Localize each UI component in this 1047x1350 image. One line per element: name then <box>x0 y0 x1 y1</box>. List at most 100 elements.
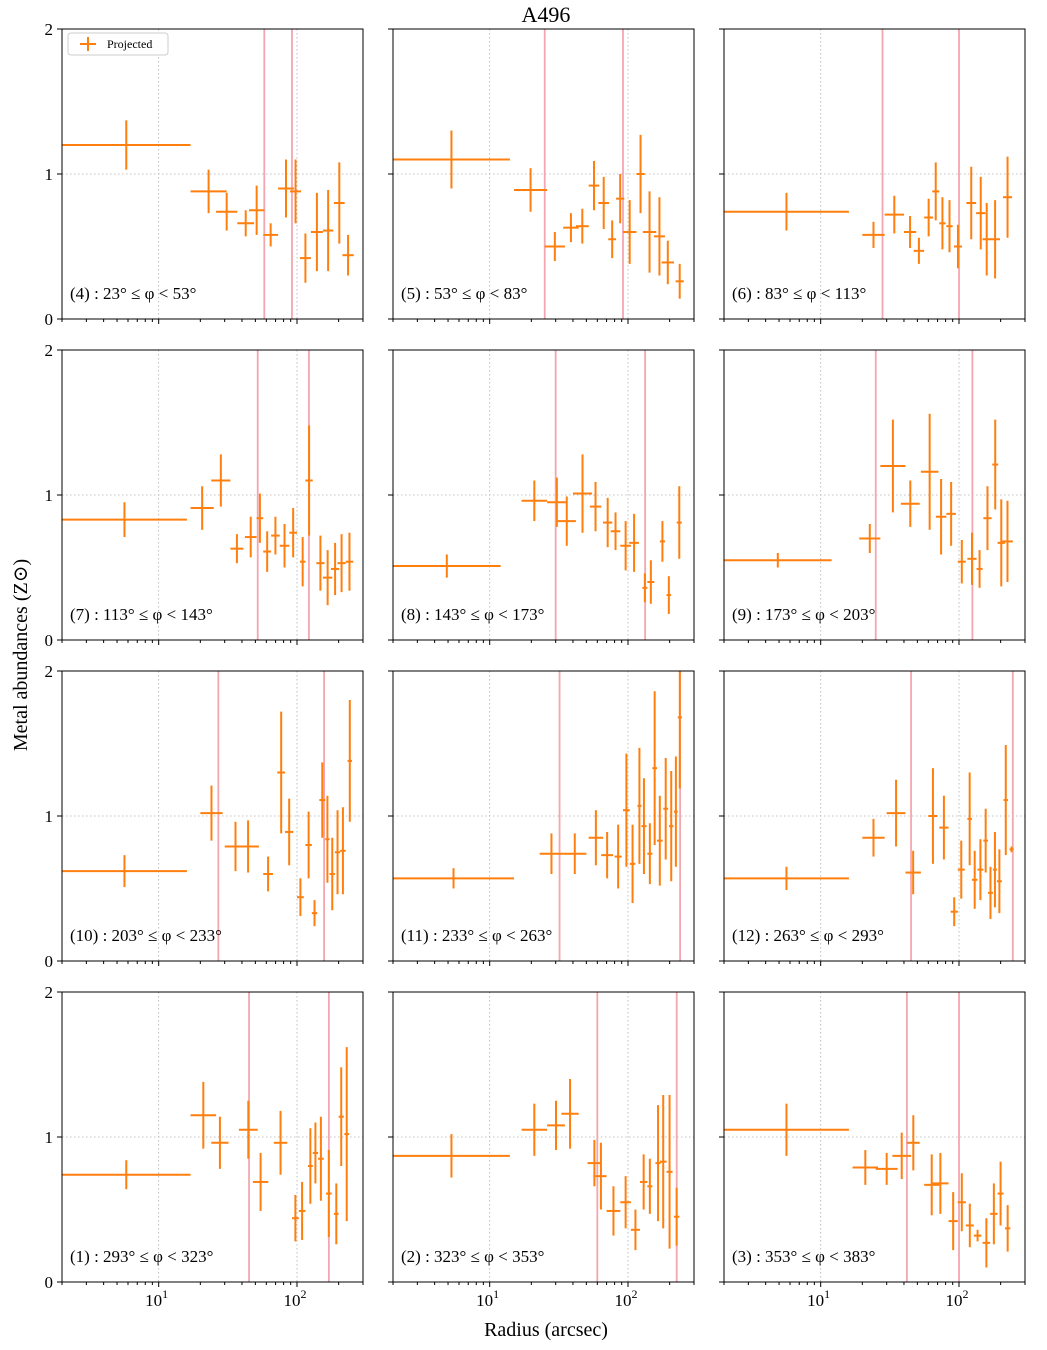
x-tick-exponent: 1 <box>162 1287 168 1301</box>
data-point <box>393 868 515 889</box>
data-point <box>656 795 663 886</box>
legend-label: Projected <box>107 37 152 51</box>
data-point <box>263 531 272 572</box>
panel-data <box>724 992 1011 1282</box>
data-point <box>237 820 259 873</box>
data-point <box>347 700 353 822</box>
data-point <box>996 849 1002 914</box>
data-point <box>673 1187 680 1246</box>
panel-data <box>724 671 1014 961</box>
data-point <box>305 425 313 536</box>
data-point <box>946 200 953 253</box>
data-point <box>342 234 354 276</box>
data-point <box>263 223 279 247</box>
data-point <box>957 1173 966 1232</box>
panel-data <box>62 29 354 319</box>
data-point <box>572 454 593 533</box>
y-tick-label: 2 <box>45 662 54 681</box>
data-point <box>285 798 294 866</box>
x-axis-label: Radius (arcsec) <box>484 1319 608 1341</box>
data-point <box>298 1181 306 1240</box>
data-point <box>588 160 600 211</box>
data-point <box>982 1218 991 1268</box>
data-point <box>1002 500 1013 582</box>
data-point <box>344 1047 350 1222</box>
panel-label: (8) : 143° ≤ φ < 173° <box>401 605 544 624</box>
data-point <box>859 524 881 553</box>
data-point <box>997 499 1005 587</box>
y-tick-label: 1 <box>45 1128 54 1147</box>
data-point <box>862 818 885 857</box>
data-point <box>393 1134 510 1178</box>
data-point <box>608 220 617 259</box>
data-point <box>637 747 642 864</box>
data-point <box>1003 744 1008 856</box>
y-axis-label: Metal abundances (Z⊙) <box>10 559 32 751</box>
data-point <box>299 233 311 283</box>
data-point <box>932 162 940 221</box>
data-point <box>655 1105 661 1222</box>
data-point <box>957 539 966 584</box>
data-point <box>669 771 674 882</box>
data-point <box>289 508 298 558</box>
data-point <box>297 878 304 917</box>
data-point <box>334 810 341 895</box>
panel-data <box>724 29 1013 319</box>
data-point <box>924 1154 940 1216</box>
data-point <box>610 512 621 551</box>
y-tick-label: 0 <box>45 631 54 650</box>
data-point <box>62 855 187 888</box>
data-point <box>967 772 972 866</box>
data-point <box>263 856 273 892</box>
y-tick-label: 2 <box>45 983 54 1002</box>
data-point <box>539 833 564 874</box>
data-point <box>862 221 885 248</box>
data-point <box>216 192 238 231</box>
data-point <box>563 213 579 243</box>
data-point <box>514 168 548 212</box>
legend-box <box>67 32 169 56</box>
data-point <box>987 866 993 919</box>
panel-11: 101 102 (2) : 323° ≤ φ < 353° <box>388 991 695 1310</box>
data-point <box>653 197 665 276</box>
data-point <box>939 795 949 860</box>
data-point <box>521 480 548 522</box>
panel-data <box>62 350 354 640</box>
panel-label: (12) : 263° ≤ φ < 293° <box>732 926 884 945</box>
data-point <box>318 1116 324 1201</box>
data-point <box>666 1094 673 1249</box>
panel-label: (10) : 203° ≤ φ < 233° <box>70 926 222 945</box>
data-point <box>939 197 946 250</box>
panel-label: (1) : 293° ≤ φ < 323° <box>70 1247 213 1266</box>
data-point <box>903 216 917 248</box>
panel-8: (11) : 233° ≤ φ < 263° <box>388 670 695 966</box>
data-point <box>200 785 223 841</box>
x-tick-label: 101 <box>145 1287 168 1310</box>
data-point <box>601 831 614 879</box>
data-point <box>190 169 227 214</box>
data-point <box>976 550 983 588</box>
panel-12: 101 102 (3) : 353° ≤ φ < 383° <box>719 991 1026 1310</box>
panel-data <box>393 992 680 1282</box>
data-point <box>673 756 678 867</box>
y-tick-label: 0 <box>45 1273 54 1292</box>
data-point <box>946 481 956 546</box>
panel-data <box>724 350 1013 640</box>
x-tick-label: 101 <box>476 1287 499 1310</box>
data-point <box>338 1067 344 1166</box>
data-point <box>875 1152 898 1185</box>
panel-grid: 0 1 2 (4) : 23° ≤ φ < 53° Projected (5) : 53°… <box>45 20 1026 1310</box>
data-point <box>1002 156 1013 238</box>
data-point <box>561 1079 579 1149</box>
data-point <box>62 120 191 170</box>
data-point <box>273 1110 288 1175</box>
data-point <box>563 833 587 874</box>
data-point <box>237 210 255 237</box>
data-point <box>62 502 187 538</box>
y-tick-label: 1 <box>45 486 54 505</box>
panel-6: (9) : 173° ≤ φ < 203° <box>719 349 1026 645</box>
x-tick-exponent: 2 <box>632 1287 638 1301</box>
data-point <box>603 497 613 548</box>
y-tick-label: 0 <box>45 952 54 971</box>
